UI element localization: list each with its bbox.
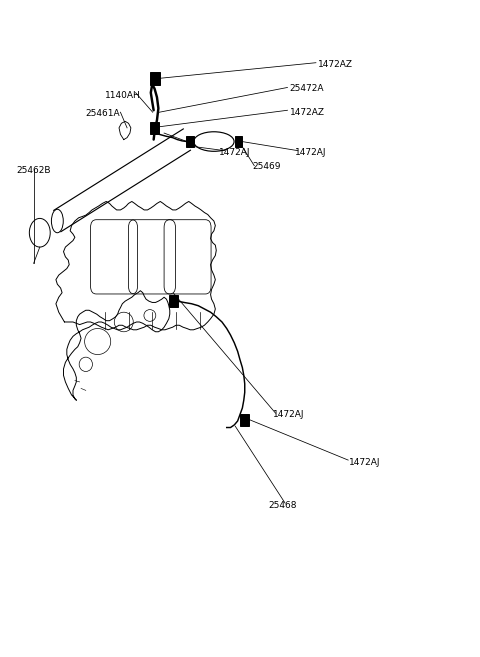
FancyBboxPatch shape [235, 136, 242, 147]
Text: 1472AZ: 1472AZ [318, 60, 353, 69]
Text: 1472AJ: 1472AJ [349, 457, 381, 466]
FancyBboxPatch shape [186, 136, 194, 147]
Text: 1472AJ: 1472AJ [219, 148, 250, 157]
Text: 25472A: 25472A [290, 84, 324, 93]
Text: 1472AJ: 1472AJ [273, 410, 305, 419]
FancyBboxPatch shape [150, 72, 160, 85]
Text: 1472AJ: 1472AJ [295, 148, 326, 157]
FancyBboxPatch shape [169, 295, 178, 307]
Text: 25469: 25469 [252, 162, 280, 171]
FancyBboxPatch shape [150, 122, 159, 134]
Text: 1472AZ: 1472AZ [290, 108, 325, 117]
Text: 25468: 25468 [268, 501, 297, 510]
Text: 25461A: 25461A [86, 109, 120, 118]
Text: 25462B: 25462B [16, 166, 50, 175]
FancyBboxPatch shape [240, 414, 249, 426]
Text: 1140AH: 1140AH [105, 91, 141, 100]
